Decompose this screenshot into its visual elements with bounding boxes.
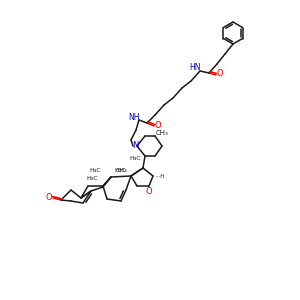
Text: ···H: ···H — [155, 173, 165, 178]
Text: H₃C: H₃C — [129, 155, 141, 160]
Text: H₃C: H₃C — [86, 176, 98, 181]
Text: O: O — [46, 193, 52, 202]
Text: CH₃: CH₃ — [156, 130, 168, 136]
Text: O: O — [217, 70, 223, 79]
Text: O: O — [146, 187, 152, 196]
Text: O: O — [155, 122, 161, 130]
Text: H₃C: H₃C — [114, 169, 126, 173]
Text: HN: HN — [189, 64, 201, 73]
Text: NH: NH — [128, 112, 140, 122]
Text: CH₃: CH₃ — [116, 167, 128, 172]
Text: H₃C: H₃C — [89, 169, 101, 173]
Text: N: N — [132, 140, 138, 149]
